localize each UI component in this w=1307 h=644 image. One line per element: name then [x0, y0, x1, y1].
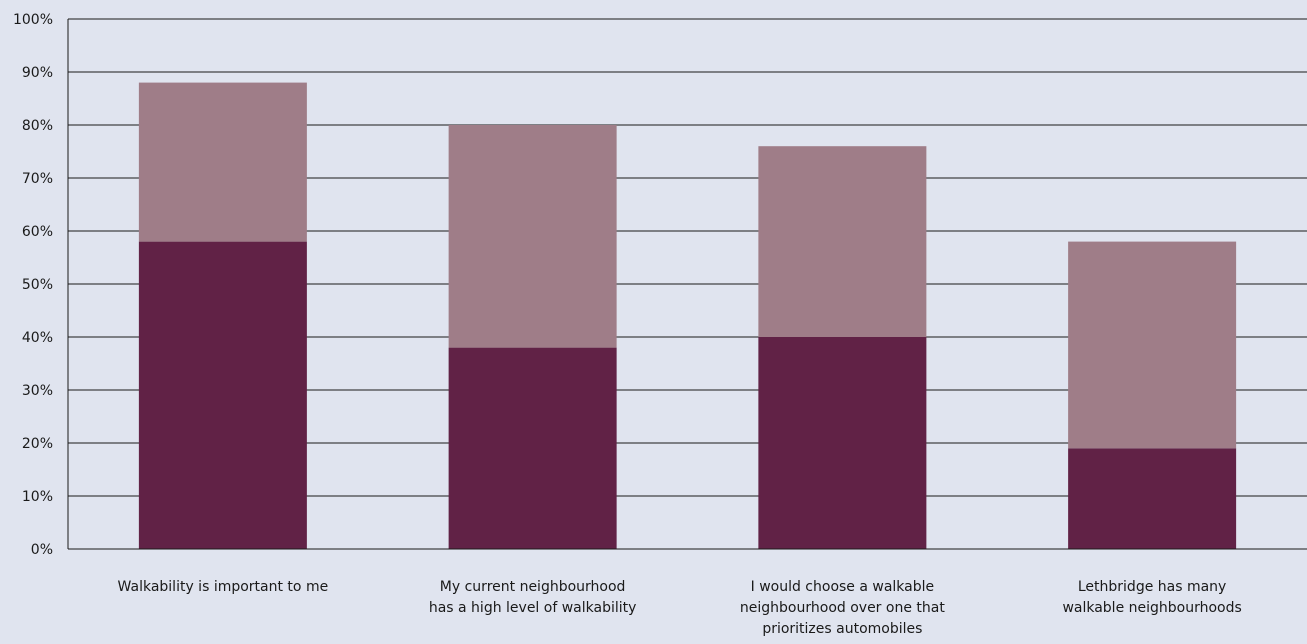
bar-segment-bottom: [1068, 448, 1237, 549]
y-tick-label: 20%: [22, 436, 53, 452]
bar-segment-top: [758, 146, 927, 337]
bar-segment-bottom: [758, 337, 927, 549]
bars: [138, 82, 1237, 549]
y-tick-label: 80%: [22, 118, 53, 134]
category-label-line: has a high level of walkability: [429, 600, 637, 616]
bar-segment-top: [448, 125, 617, 348]
y-tick-label: 0%: [31, 542, 53, 558]
x-axis: [67, 19, 1307, 550]
category-label-line: prioritizes automobiles: [762, 621, 922, 637]
y-tick-label: 70%: [22, 171, 53, 187]
category-label: Lethbridge has many walkable neighbourhoo…: [1062, 579, 1241, 616]
y-tick-label: 60%: [22, 224, 53, 240]
y-tick-label: 50%: [22, 277, 53, 293]
bar-segment-bottom: [138, 241, 307, 549]
y-tick-label: 10%: [22, 489, 53, 505]
bar-segment-top: [1068, 241, 1237, 449]
category-label-line: I would choose a walkable: [751, 579, 935, 595]
y-tick-label: 30%: [22, 383, 53, 399]
category-label-line: Lethbridge has many: [1078, 579, 1226, 595]
bar-segment-top: [138, 82, 307, 242]
category-label-line: neighbourhood over one that: [740, 600, 945, 616]
bar-segment-bottom: [448, 347, 617, 549]
category-label-line: My current neighbourhood: [440, 579, 626, 595]
y-tick-label: 90%: [22, 65, 53, 81]
category-labels: Walkability is important to me My current…: [118, 579, 1242, 637]
category-label: I would choose a walkable neighbourhood o…: [740, 579, 945, 637]
category-label-line: walkable neighbourhoods: [1062, 600, 1241, 616]
category-label: My current neighbourhood has a high level…: [429, 579, 637, 616]
y-tick-label: 40%: [22, 330, 53, 346]
y-tick-label: 100%: [13, 12, 53, 28]
category-label-line: Walkability is important to me: [118, 579, 329, 595]
y-tick-labels: 0% 10% 20% 30% 40% 50% 60% 70% 80% 90% 100%: [13, 12, 53, 558]
category-label: Walkability is important to me: [118, 579, 329, 595]
